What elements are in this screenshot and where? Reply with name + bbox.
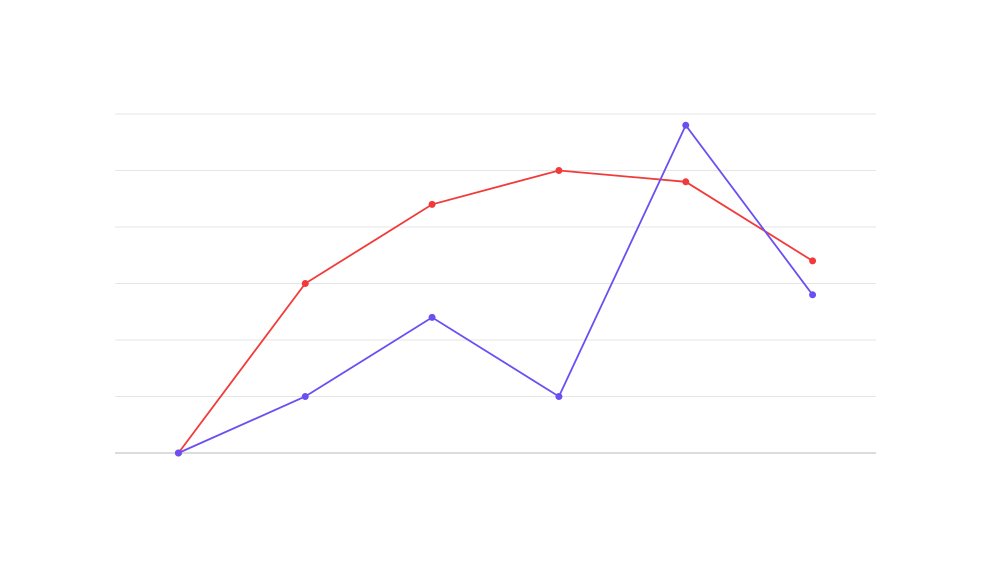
series-line [178,123,814,454]
point [174,449,182,457]
point [555,393,563,400]
point [682,121,690,129]
point [809,291,817,299]
series-line [177,169,814,454]
point [428,200,436,208]
point [682,178,690,186]
point [301,280,309,287]
point [555,167,563,174]
point [428,313,436,321]
point [301,393,309,400]
point [809,257,817,265]
